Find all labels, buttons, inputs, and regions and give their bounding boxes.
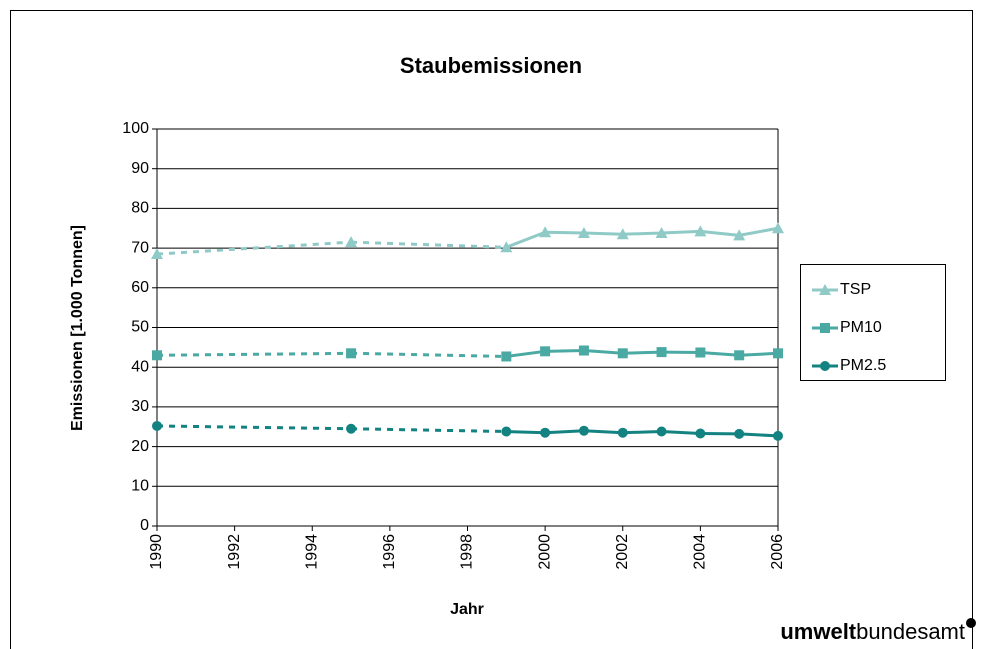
line-segment [739,432,779,438]
logo-normal: bundesamt [856,619,965,644]
point [345,236,358,248]
y-tick-label: 30 [131,398,149,415]
y-tick-label: 40 [131,358,149,375]
point [578,425,589,436]
point [346,423,357,434]
point [772,222,784,234]
point [655,227,668,239]
point [540,346,551,357]
legend-marker [819,284,831,295]
line-segment [351,351,507,358]
point [577,227,590,239]
line-segment [505,230,546,249]
line-segment [622,231,662,236]
x-axis-label: Jahr [450,601,484,618]
line-segment [156,240,352,256]
legend-marker [820,361,830,371]
line-segment [545,349,584,353]
line-segment [583,231,623,236]
line-segment [156,424,352,431]
point [578,345,589,356]
x-tick-label: 1994 [303,534,320,570]
point [501,351,512,362]
y-tick-label: 100 [122,120,149,137]
line-segment [700,229,740,237]
point [616,228,629,240]
y-tick-label: 20 [131,438,149,455]
point [617,427,628,438]
y-tick-label: 90 [131,160,149,177]
point [694,225,707,237]
y-axis-label: Emissionen [1.000 Tonnen] [69,225,86,431]
line-segment [622,350,662,355]
x-tick-label: 2004 [692,534,709,570]
logo-icon [966,618,976,628]
point [500,241,513,253]
y-tick-label: 0 [140,517,149,534]
point [734,428,745,439]
line-segment [351,427,507,434]
point [501,426,512,437]
legend-label: PM10 [840,319,882,336]
x-tick-label: 1990 [148,534,165,570]
line-segment [739,351,779,357]
frame [10,10,973,649]
logo-bold: umwelt [780,619,856,644]
legend-label: PM2.5 [840,357,886,374]
line-segment [545,429,585,435]
line-segment [545,230,584,235]
point [539,226,552,238]
line-segment [700,351,740,357]
point [151,248,163,260]
chart-title: Staubemissionen [400,53,582,78]
point [656,347,667,358]
line-segment [506,430,546,435]
line-segment [583,429,623,435]
y-tick-label: 60 [131,279,149,296]
line-segment [156,351,352,357]
point [734,350,745,361]
point [695,347,706,358]
x-tick-label: 1996 [381,534,398,570]
point [152,420,162,431]
point [617,348,628,359]
y-tick-label: 10 [131,478,149,495]
point [346,348,357,359]
line-segment [583,349,623,355]
point [773,430,783,441]
point [540,427,551,438]
point [656,426,667,437]
x-tick-label: 2002 [614,534,631,570]
line-segment [351,240,507,249]
point [773,348,783,359]
point [152,350,162,361]
line-segment [661,229,701,235]
point [695,428,706,439]
legend-marker [820,323,830,333]
point [733,229,746,241]
line-segment [661,430,701,435]
line-segment [622,430,662,435]
y-tick-label: 50 [131,319,149,336]
x-tick-label: 2000 [536,534,553,570]
y-tick-label: 70 [131,239,149,256]
x-tick-label: 1998 [459,534,476,570]
logo: umweltbundesamt [780,619,965,644]
y-tick-label: 80 [131,200,149,217]
line-segment [738,226,779,237]
legend-label: TSP [840,281,871,298]
line-segment [506,349,546,358]
x-tick-label: 2006 [769,534,786,570]
x-tick-label: 1992 [226,534,243,570]
